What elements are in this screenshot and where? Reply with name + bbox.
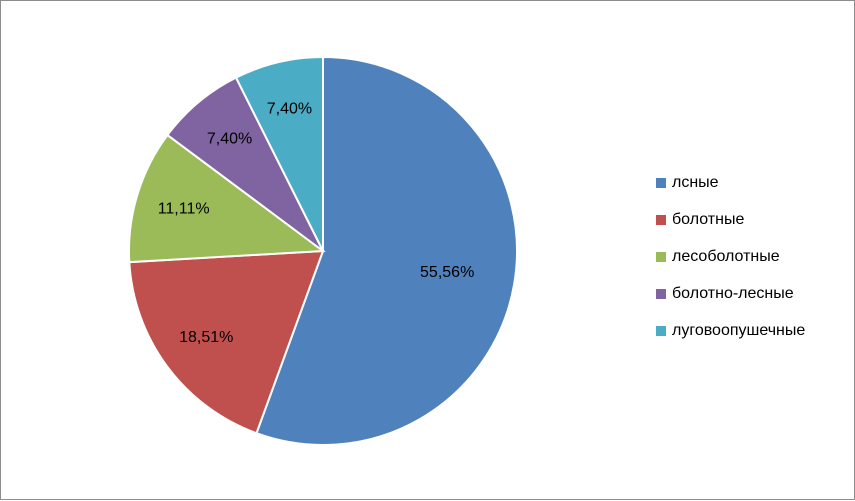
pie-slice xyxy=(128,133,326,264)
legend-label: лсные xyxy=(672,173,719,191)
legend-item: болотно-лесные xyxy=(656,275,851,312)
legend-label: луговоопушечные xyxy=(672,321,806,339)
legend-label: болотно-лесные xyxy=(672,284,794,302)
data-label: 7,40% xyxy=(267,101,312,118)
legend-swatch xyxy=(656,214,666,225)
legend-item: луговоопушечные xyxy=(656,312,851,349)
legend-item: лсные xyxy=(656,164,851,201)
pie-slice xyxy=(234,55,324,252)
legend-item: лесоболотные xyxy=(656,238,851,275)
legend-swatch xyxy=(656,288,666,299)
pie-slice xyxy=(255,55,518,446)
data-label: 11,11% xyxy=(158,200,210,217)
pie-slice xyxy=(128,249,325,435)
data-label: 55,56% xyxy=(420,264,474,281)
legend-swatch xyxy=(656,251,666,262)
data-label: 7,40% xyxy=(207,131,252,148)
legend: лсные болотные лесоболотные болотно-лесн… xyxy=(656,164,851,349)
legend-label: лесоболотные xyxy=(672,247,780,265)
data-label: 18,51% xyxy=(179,329,233,346)
legend-swatch xyxy=(656,325,666,336)
legend-item: болотные xyxy=(656,201,851,238)
legend-label: болотные xyxy=(672,210,745,228)
legend-swatch xyxy=(656,177,666,188)
